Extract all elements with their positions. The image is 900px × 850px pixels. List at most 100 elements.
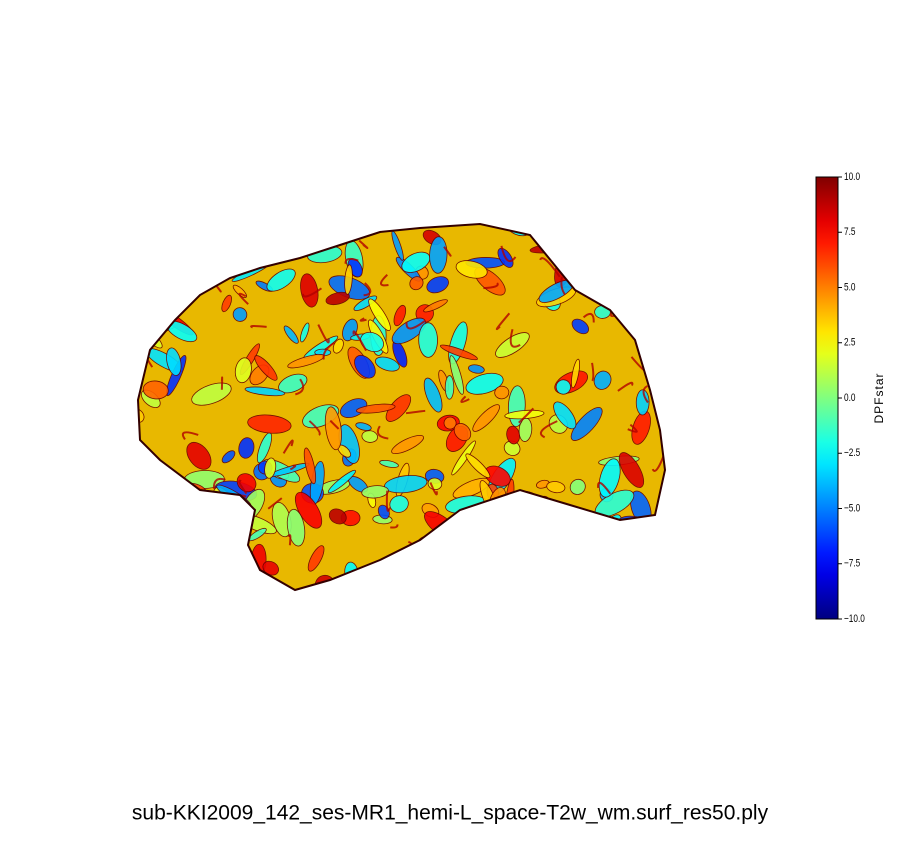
colorbar-tick-label: 5.0 [844, 281, 856, 293]
gyrus-patch [630, 278, 642, 314]
gyrus-patch [443, 416, 457, 430]
sulcus-line [539, 420, 558, 439]
gyrus-patch [434, 559, 453, 590]
gyrus-patch [648, 521, 665, 542]
gyrus-patch [344, 264, 353, 295]
sulcus-line [359, 317, 367, 322]
sulcus-line [282, 439, 294, 454]
gyrus-patch [570, 407, 603, 441]
gyrus-patch [299, 322, 310, 343]
gyrus-patch [439, 344, 478, 361]
sulcus-line [308, 420, 321, 436]
sulcus-line [344, 257, 359, 264]
gyrus-patch [579, 265, 617, 283]
sulcus-line [429, 482, 438, 496]
sulcus-line [363, 282, 372, 297]
sulcus-line [144, 246, 163, 260]
sulcus-line [379, 274, 389, 287]
gyrus-patch [307, 545, 325, 572]
gyrus-patch [221, 450, 236, 464]
colorbar-tick-label: 7.5 [844, 226, 855, 238]
gyrus-patch [300, 273, 319, 308]
sulcus-line [506, 504, 519, 523]
sulcus-line [250, 325, 267, 329]
gyrus-patch [593, 370, 612, 390]
sulcus-line [162, 568, 183, 590]
gyrus-patch [568, 539, 588, 556]
gyrus-patch [649, 374, 665, 389]
gyrus-patch [325, 291, 350, 306]
gyrus-patch [288, 224, 326, 240]
gyrus-patch [361, 430, 378, 443]
sulcus-line [138, 295, 145, 312]
sulcus-line [591, 362, 595, 382]
gyrus-patch [368, 298, 391, 331]
gyrus-patch [569, 478, 586, 495]
gyrus-patch [407, 561, 423, 576]
brain-outline [136, 222, 667, 592]
gyrus-patch [389, 578, 422, 590]
gyrus-patch [480, 570, 512, 590]
gyrus-patch [546, 481, 566, 494]
gyrus-patch [452, 538, 478, 576]
gyrus-patch [451, 440, 476, 476]
gyrus-patch [631, 251, 653, 272]
sulcus-line [460, 395, 470, 403]
gyrus-patch [153, 545, 169, 583]
sulcus-line [637, 260, 652, 264]
gyrus-patch [355, 403, 396, 414]
gyrus-patch [470, 566, 492, 590]
sulcus-line [358, 239, 369, 250]
gyrus-patch [409, 276, 424, 291]
chart-title: sub-KKI2009_142_ses-MR1_hemi-L_space-T2w… [132, 802, 769, 825]
colorbar [815, 176, 839, 620]
gyrus-patch [618, 452, 645, 488]
sulcus-line [518, 407, 535, 424]
sulcus-line [317, 324, 330, 344]
gyrus-patch [506, 579, 523, 590]
sulcus-line [509, 329, 521, 348]
gyrus-patch [618, 584, 638, 590]
gyrus-patch [283, 325, 299, 344]
gyrus-patch [327, 469, 356, 494]
gyrus-patch [418, 322, 438, 358]
gyrus-patch [303, 447, 317, 485]
sulcus-line [390, 524, 399, 529]
colorbar-label: DPFstar [872, 372, 886, 423]
gyrus-patch [589, 527, 618, 548]
sulcus-line [202, 532, 209, 553]
gyrus-patch [177, 507, 200, 534]
sulcus-line [295, 378, 305, 396]
sulcus-line [642, 385, 649, 404]
gyrus-patch [361, 485, 389, 499]
sulcus-line [500, 245, 517, 263]
sulcus-line [376, 425, 389, 440]
gyrus-patch [286, 508, 306, 547]
gyrus-patch [138, 549, 147, 582]
gyrus-patch [221, 294, 232, 313]
gyrus-patch [186, 576, 207, 590]
gyrus-patch [540, 224, 574, 236]
sulcus-line [289, 464, 297, 471]
sulcus-line [185, 224, 192, 233]
gyrus-patch [391, 434, 424, 455]
sulcus-line [627, 423, 638, 433]
gyrus-patch [217, 544, 241, 559]
sulcus-line [405, 319, 427, 330]
gyrus-patch [515, 581, 533, 590]
gyrus-patch [238, 437, 255, 459]
sulcus-line [267, 497, 283, 510]
gyrus-patch [571, 245, 590, 268]
gyrus-patch [582, 555, 610, 579]
gyrus-patch [264, 457, 277, 479]
gyrus-patch [142, 380, 169, 400]
sulcus-line [192, 267, 207, 287]
gyrus-patch [597, 555, 611, 567]
colorbar-tick-label: 2.5 [844, 337, 855, 349]
sulcus-line [617, 381, 634, 392]
gyrus-patch [426, 276, 449, 294]
gyrus-patch [600, 550, 637, 572]
gyrus-patch [449, 355, 464, 395]
gyrus-patch [635, 389, 650, 416]
